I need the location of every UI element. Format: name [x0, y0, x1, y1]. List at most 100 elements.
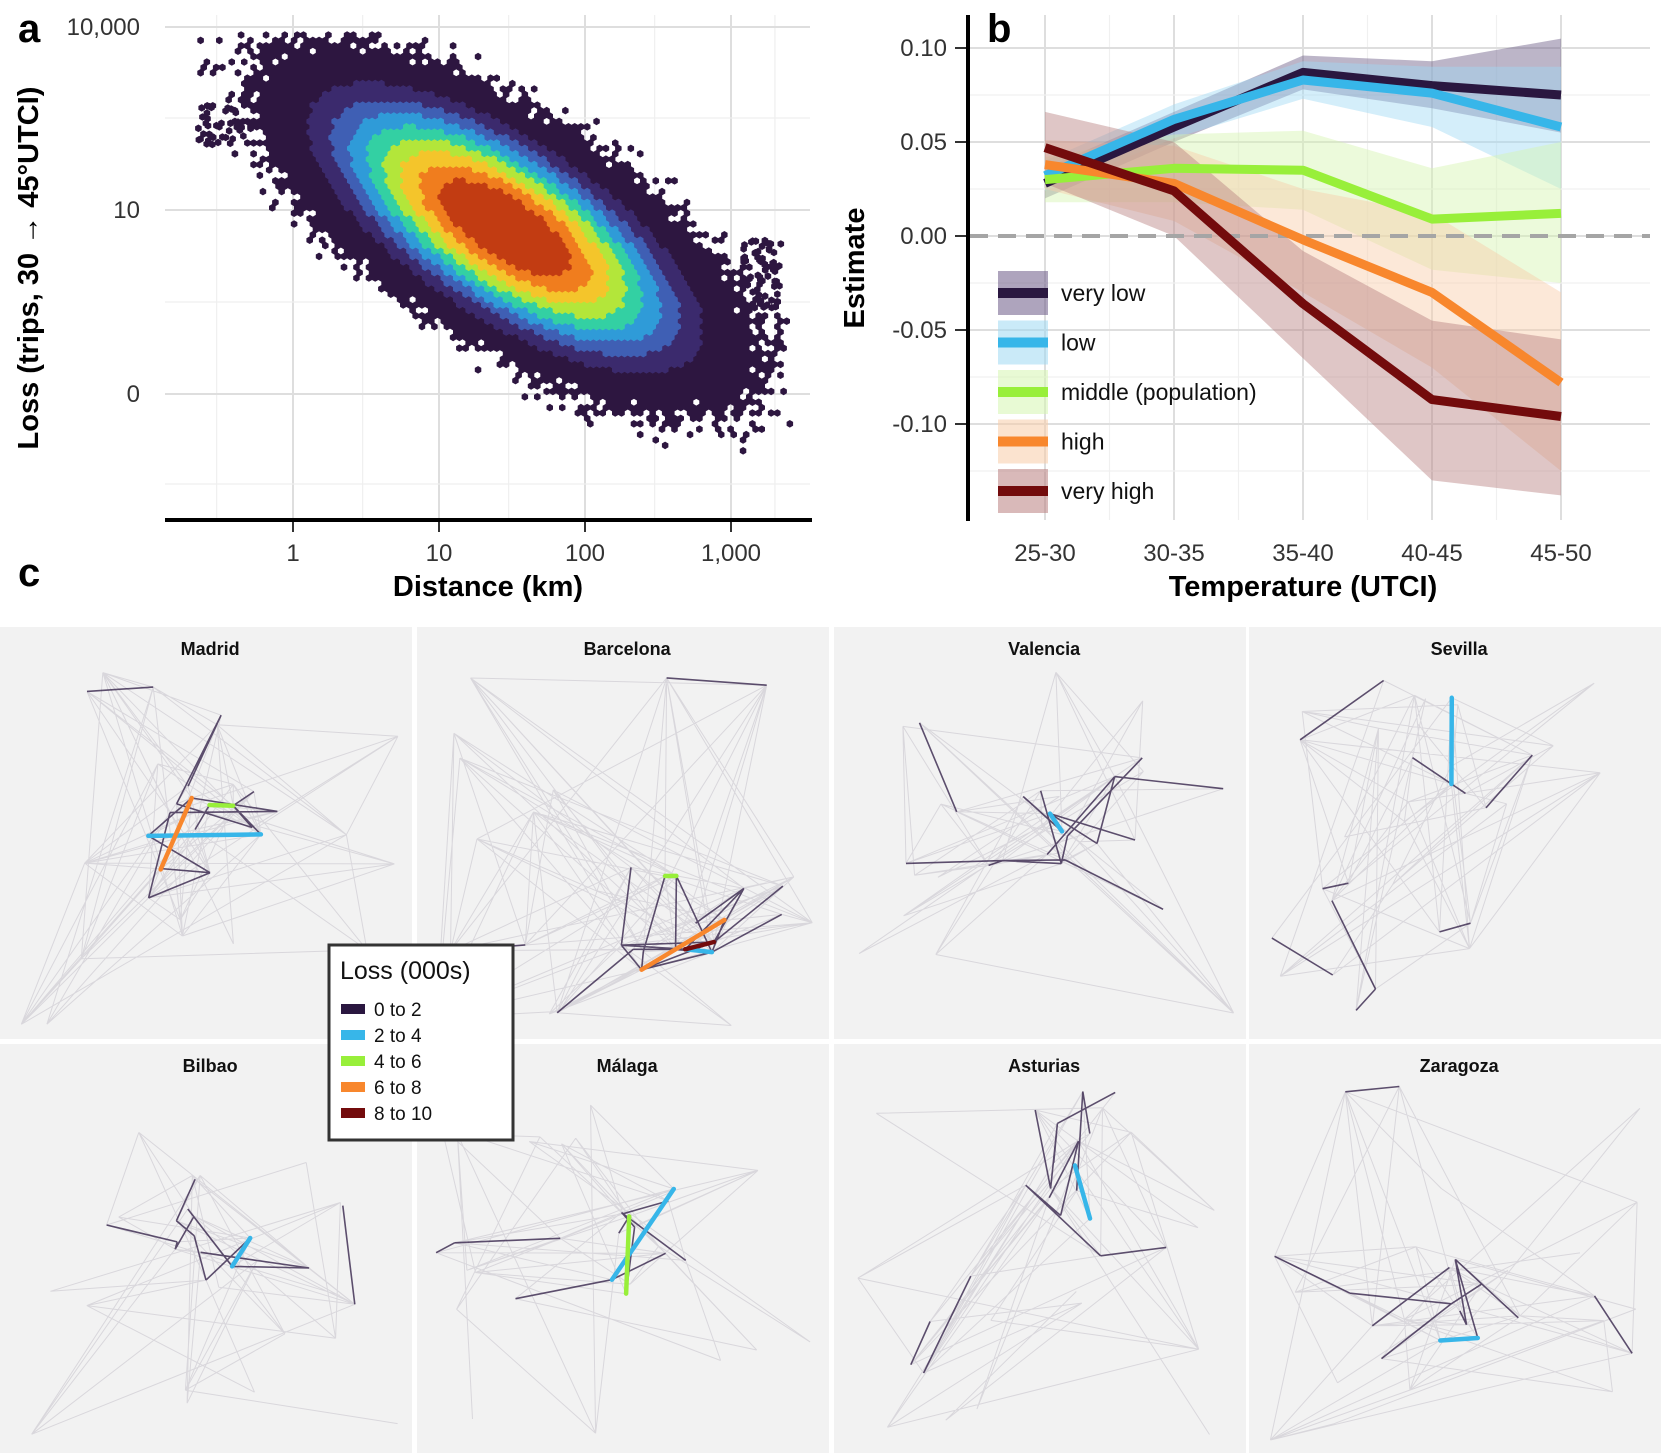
panel-a-hexbin-level-8	[437, 177, 572, 277]
panel-b-series-lines	[1043, 67, 1564, 421]
legend-label: high	[1061, 429, 1104, 455]
map-strong-edges	[905, 722, 1224, 911]
map-strong-edges	[1274, 1085, 1633, 1360]
panel-a-hexbin-level-6	[400, 150, 610, 304]
legend-swatch-line	[998, 486, 1048, 496]
series-line-very-high	[1043, 143, 1562, 421]
panel-a-hexbin-level-0	[195, 31, 794, 455]
panel-b-x-tick-label: 30-35	[1143, 540, 1204, 567]
legend-swatch-line	[998, 387, 1048, 397]
map-strong-edges	[910, 1091, 1167, 1374]
series-line-low	[1043, 75, 1563, 180]
panel-b-x-tick-label: 25-30	[1014, 540, 1075, 567]
loss-legend-swatch	[341, 1004, 365, 1014]
map-loss-edge-level-2	[1438, 1335, 1481, 1343]
loss-legend-swatch	[341, 1030, 365, 1040]
loss-legend-swatch	[341, 1108, 365, 1118]
map-background	[834, 627, 1246, 1039]
series-line-very-low	[1043, 67, 1562, 188]
loss-legend-swatch	[341, 1056, 365, 1066]
panel-b-y-tick-label: 0.05	[900, 129, 947, 156]
panel-a-y-ticks: 0 10 10,000	[67, 14, 140, 408]
panel-a-hexbin-level-5	[381, 139, 628, 320]
panel-b-y-axis-title: Estimate	[839, 208, 871, 329]
map-background	[1249, 1044, 1661, 1453]
map-title: Asturias	[1008, 1056, 1080, 1076]
map-background	[834, 1044, 1246, 1453]
map-loss-edge-level-2	[1047, 811, 1065, 834]
map-background	[1249, 627, 1661, 1039]
loss-legend-title: Loss (000s)	[340, 957, 471, 985]
panel-a: a 1 10 100 1,000 0 10 10,000 Distance (km) Lo…	[13, 7, 812, 603]
panel-a-x-axis-title: Distance (km)	[393, 571, 583, 603]
legend-swatch-line	[998, 288, 1048, 298]
panel-c: c Madrid Barcelona Valencia Sevilla Bilbao Má…	[0, 551, 1661, 1453]
panel-b-x-tick-label: 35-40	[1272, 540, 1333, 567]
map-loss-edge-level-2	[229, 1235, 253, 1269]
map-strong-edges	[106, 1178, 356, 1305]
map-faint-edges	[858, 671, 1235, 1014]
panel-a-hexbin-level-7	[418, 166, 594, 293]
map-loss-edge-level-2	[146, 832, 264, 839]
loss-legend-label: 6 to 8	[374, 1078, 422, 1099]
panel-a-letter: a	[18, 7, 41, 51]
map-loss-edge-level-5	[682, 939, 717, 952]
map-asturias: Asturias	[834, 1044, 1246, 1453]
panel-b-x-axis-title: Temperature (UTCI)	[1169, 571, 1438, 603]
map-title: Zaragoza	[1420, 1056, 1500, 1076]
panel-a-y-tick-label: 10	[113, 197, 140, 224]
loss-legend-label: 8 to 10	[374, 1104, 432, 1125]
map-faint-edges	[31, 1132, 398, 1435]
panel-b-y-tick-label: 0.00	[900, 223, 947, 250]
band-very	[1045, 38, 1561, 199]
loss-legend-label: 2 to 4	[374, 1026, 422, 1047]
map-title: Valencia	[1008, 639, 1081, 659]
map-loss-edge-level-4	[639, 917, 727, 972]
panel-a-y-tick-label: 10,000	[67, 14, 140, 41]
map-title: Barcelona	[584, 639, 672, 659]
panel-a-y-tick-label: 0	[127, 381, 140, 408]
map-faint-edges	[435, 1104, 811, 1434]
panel-b-x-tick-label: 45-50	[1530, 540, 1591, 567]
map-loss-edge-level-2	[609, 1186, 677, 1282]
panel-b-x-ticks: 25-30 30-35 35-40 40-45 45-50	[1014, 540, 1591, 567]
map-loss-edge-level-2	[1072, 1163, 1093, 1221]
map-valencia: Valencia	[834, 627, 1246, 1039]
map-strong-edges	[1271, 679, 1533, 1011]
panel-b-y-tick-label: -0.10	[892, 411, 947, 438]
map-loss-edge-level-3	[207, 802, 236, 808]
loss-legend-label: 0 to 2	[374, 1000, 422, 1021]
map-sevilla: Sevilla	[1249, 627, 1661, 1039]
panel-a-x-tick-label: 100	[565, 540, 605, 567]
map-title: Sevilla	[1431, 639, 1489, 659]
map-zaragoza: Zaragoza	[1249, 1044, 1661, 1453]
legend-label: very low	[1061, 280, 1146, 306]
panel-b-x-tick-label: 40-45	[1401, 540, 1462, 567]
panel-a-hexbin-level-4	[365, 123, 644, 331]
panel-b-y-ticks: 0.10 0.05 0.00 -0.05 -0.10	[892, 35, 966, 438]
legend-swatch-line	[998, 337, 1048, 348]
panel-a-x-tick-label: 1	[286, 540, 299, 567]
map-faint-edges	[857, 1091, 1215, 1435]
map-title: Madrid	[181, 639, 240, 659]
panel-a-x-tick-label: 1,000	[701, 540, 761, 567]
map-faint-edges	[1269, 1086, 1641, 1441]
panel-c-network-maps: Madrid Barcelona Valencia Sevilla Bilbao Mála…	[0, 627, 1661, 1453]
panel-b: b 0.10 0.05 0.00 -0.05 -0.10 25-30 30-35 35-40…	[839, 7, 1650, 603]
panel-c-letter: c	[18, 551, 40, 595]
panel-b-y-tick-label: 0.10	[900, 35, 947, 62]
panel-a-y-axis-title: Loss (trips, 30 → 45°UTCI)	[13, 87, 45, 450]
map-loss-edge-level-4	[158, 795, 194, 872]
loss-legend-label: 4 to 6	[374, 1052, 422, 1073]
map-title: Málaga	[597, 1056, 659, 1076]
loss-legend-swatch	[341, 1082, 365, 1092]
legend-swatch-line	[998, 436, 1048, 447]
panel-b-letter: b	[987, 7, 1011, 51]
map-title: Bilbao	[183, 1056, 238, 1076]
legend-label: low	[1061, 330, 1096, 356]
legend-label: very high	[1061, 478, 1154, 504]
map-loss-edge-level-3	[623, 1214, 632, 1296]
panel-b-legend: very low low middle (population) high very h…	[998, 271, 1257, 513]
legend-label: middle (population)	[1061, 379, 1257, 405]
panel-a-x-tick-label: 10	[426, 540, 453, 567]
